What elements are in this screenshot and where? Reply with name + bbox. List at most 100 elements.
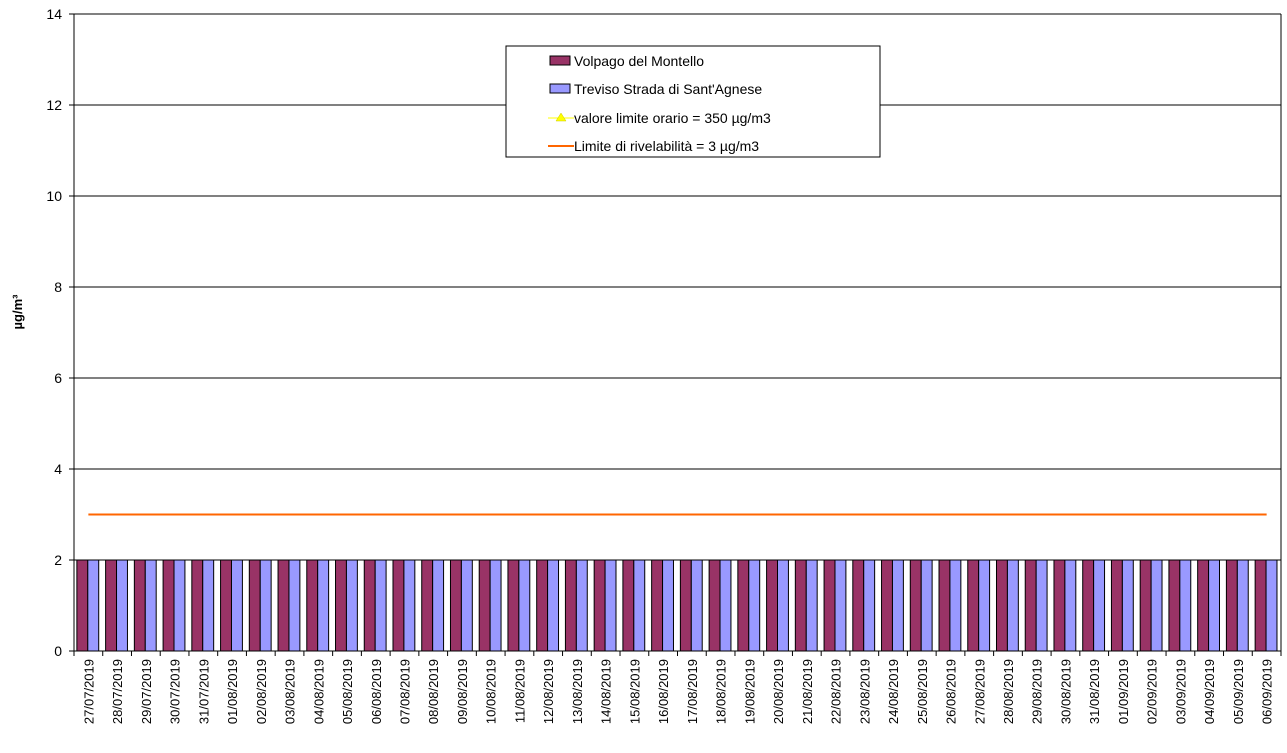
bar-volpago [162,559,175,652]
bar-treviso [460,559,473,652]
bar-volpago [277,559,290,652]
bar-treviso [547,559,560,652]
x-tick-label: 31/08/2019 [1087,659,1102,724]
x-tick-label: 19/08/2019 [742,659,757,724]
bar-volpago [1197,559,1210,652]
x-tick-label: 11/08/2019 [512,659,527,723]
x-tick-label: 04/09/2019 [1202,659,1217,724]
bar-volpago [1225,559,1238,652]
bar-volpago [909,559,922,652]
bar-treviso [633,559,646,652]
bar-volpago [737,559,750,652]
legend-label: Treviso Strada di Sant'Agnese [574,81,762,97]
bar-volpago [449,559,462,652]
x-tick-label: 01/08/2019 [225,659,240,724]
gridlines [69,13,1281,652]
bar-volpago [794,559,807,652]
bar-treviso [230,559,243,652]
y-tick-label: 2 [54,552,62,568]
bar-treviso [1236,559,1249,652]
bar-volpago [593,559,606,652]
bar-treviso [87,559,100,652]
bar-volpago [881,559,893,652]
bar-volpago [651,559,664,652]
bar-volpago [1254,559,1267,652]
bar-treviso [1035,559,1048,652]
bar-treviso [1006,559,1019,652]
bar-volpago [335,559,347,652]
bar-treviso [259,559,272,652]
x-tick-label: 03/08/2019 [283,659,298,724]
bar-treviso [489,559,502,652]
x-tick-label: 08/08/2019 [426,659,441,724]
bar-volpago [1110,559,1123,652]
x-tick-labels: 27/07/2019 28/07/2019 29/07/2019 30/07/2019… [81,659,1274,724]
x-tick-label: 18/08/2019 [714,659,729,724]
bar-treviso [920,559,933,652]
bar-volpago [536,559,549,652]
legend: Volpago del Montello Treviso Strada di Sa… [505,45,881,158]
x-tick-label: 23/08/2019 [857,659,872,724]
y-tick-label: 6 [54,370,62,386]
bar-treviso [604,559,617,652]
bar-volpago [76,559,89,652]
bar-treviso [518,559,531,652]
bar-volpago [1082,559,1095,652]
bar-volpago [823,559,836,652]
x-tick-label: 06/08/2019 [369,659,384,724]
y-tick-label: 8 [54,279,62,295]
bar-volpago [708,559,721,652]
x-tick-label: 20/08/2019 [771,659,786,724]
bar-volpago [478,559,491,652]
x-tick-label: 25/08/2019 [915,659,930,724]
bar-treviso [288,559,301,652]
bar-volpago [306,559,319,652]
bar-treviso [690,559,703,652]
bar-volpago [967,559,980,652]
bar-treviso [144,559,157,652]
bar-volpago [938,559,951,652]
y-tick-label: 4 [54,461,62,477]
bars [76,559,1278,652]
bar-treviso [1265,559,1278,652]
x-tick-label: 21/08/2019 [800,659,815,724]
x-tick-label: 17/08/2019 [685,659,700,724]
legend-label: Limite di rivelabilità = 3 µg/m3 [574,138,759,154]
x-tick-label: 03/09/2019 [1173,659,1188,724]
bar-treviso [1093,559,1106,652]
bar-treviso [863,559,876,652]
bar-volpago [392,559,405,652]
bar-treviso [1179,559,1192,652]
bar-treviso [403,559,416,652]
bar-treviso [949,559,962,652]
bar-treviso [1064,559,1077,652]
x-tick-label: 01/09/2019 [1116,659,1131,724]
x-tick-label: 09/08/2019 [455,659,470,724]
bar-treviso [805,559,818,652]
bar-volpago [105,559,118,652]
legend-label: Volpago del Montello [574,53,704,69]
x-tick-label: 12/08/2019 [541,659,556,724]
x-tick-label: 02/09/2019 [1145,659,1160,724]
legend-label: valore limite orario = 350 µg/m3 [574,110,771,126]
bar-volpago [1053,559,1066,652]
bar-volpago [133,559,146,652]
legend-triangle-marker [555,112,567,122]
x-tick-label: 27/07/2019 [81,659,96,724]
bar-treviso [345,559,358,652]
x-tick-label: 29/07/2019 [139,659,154,724]
bar-treviso [1121,559,1134,652]
bar-volpago [191,559,204,652]
bar-treviso [116,559,128,652]
x-tick-label: 04/08/2019 [311,659,326,724]
bar-volpago [248,559,261,652]
bar-treviso [374,559,387,652]
y-tick-label: 10 [46,188,62,204]
y-tick-label: 14 [46,6,62,22]
bar-volpago [622,559,635,652]
x-tick-label: 26/08/2019 [944,659,959,724]
bar-volpago [852,559,865,652]
bar-treviso [719,559,732,652]
bar-treviso [173,559,186,652]
bar-treviso [891,559,904,652]
